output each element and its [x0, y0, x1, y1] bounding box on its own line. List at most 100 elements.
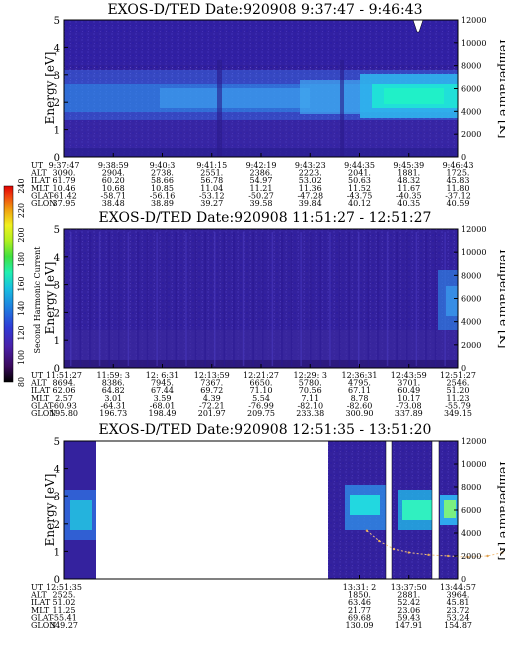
- table-cell: 2546.: [447, 379, 470, 388]
- table-cell: 12:29: 3: [294, 371, 327, 380]
- temperature-point: [446, 554, 450, 558]
- table-cell: 13:44:57: [440, 583, 476, 592]
- panel-2-table: UT 11:51:27 11:59: 3 12: 6:31 12:13:59 12:21:…: [30, 371, 476, 418]
- table-cell: 2386.: [250, 169, 273, 178]
- table-row-label: ILAT: [31, 598, 51, 607]
- panel-3-y2label: Temperature [K]: [497, 460, 505, 561]
- table-cell: 48.32: [397, 176, 420, 185]
- table-cell: 5780.: [299, 379, 322, 388]
- temperature-point: [486, 554, 489, 558]
- table-cell: 7945.: [151, 379, 174, 388]
- y-tick-label: 1: [54, 336, 60, 347]
- y-tick-label: 3: [54, 71, 60, 82]
- table-row-label: GLAT: [31, 613, 54, 622]
- table-cell: -43.75: [347, 191, 373, 200]
- y-tick-label: 0: [54, 364, 60, 375]
- table-cell: 12: 6:31: [146, 371, 179, 380]
- y2-tick-label: 8000: [461, 271, 481, 280]
- panel-1-y2ticks: 0 2000 4000 6000 8000 10000 12000: [454, 16, 486, 162]
- table-cell: 300.90: [346, 409, 374, 418]
- table-cell: 3701.: [397, 379, 420, 388]
- table-cell: 2738.: [151, 169, 174, 178]
- table-cell: 12:21:27: [243, 371, 279, 380]
- table-row-label: ALT: [30, 591, 47, 600]
- y-tick-label: 3: [54, 281, 60, 292]
- y2-tick-label: 12000: [461, 16, 486, 25]
- table-cell: 53.24: [447, 613, 470, 622]
- table-cell: 2525.: [53, 591, 76, 600]
- streak: [233, 232, 235, 366]
- streak: [252, 232, 254, 366]
- streak: [348, 232, 350, 366]
- table-cell: 3090.: [53, 169, 76, 178]
- table-cell: 2881.: [397, 591, 420, 600]
- table-cell: 60.49: [397, 386, 420, 395]
- table-cell: -82.60: [347, 401, 373, 410]
- y2-tick-label: 12000: [461, 437, 486, 446]
- table-cell: -61.42: [51, 191, 77, 200]
- panel-3-y2ticks: 0 2000 4000 6000 8000 10000 12000: [454, 437, 486, 584]
- table-cell: 154.87: [444, 621, 472, 630]
- table-row-label: GLAT: [31, 401, 54, 410]
- table-cell: -40.35: [396, 191, 422, 200]
- colorbar-tick-label: 200: [17, 227, 26, 242]
- table-cell: 8694.: [53, 379, 76, 388]
- y2-tick-label: 2000: [461, 130, 481, 139]
- table-cell: 12:51:35: [46, 583, 82, 592]
- y-tick-label: 5: [54, 16, 60, 27]
- streak: [396, 232, 398, 366]
- table-cell: 1850.: [348, 591, 371, 600]
- colorbar-tick-label: 140: [17, 301, 26, 316]
- table-cell: 4.39: [203, 394, 221, 403]
- table-cell: 52.42: [397, 598, 420, 607]
- table-cell: 11.36: [299, 184, 322, 193]
- table-row-label: ALT: [30, 169, 47, 178]
- streak: [425, 232, 427, 366]
- table-cell: 38.89: [151, 199, 174, 208]
- table-cell: 39.84: [299, 199, 322, 208]
- table-cell: 195.80: [50, 409, 78, 418]
- streak: [290, 232, 293, 366]
- table-cell: 60.20: [102, 176, 125, 185]
- table-row-label: UT: [31, 583, 44, 592]
- streak: [214, 232, 216, 366]
- y2-tick-label: 8000: [461, 62, 481, 71]
- table-row-label: GLON: [31, 621, 56, 630]
- streak: [406, 232, 408, 366]
- table-cell: 233.38: [296, 409, 324, 418]
- table-cell: 23.72: [447, 606, 470, 615]
- table-cell: -37.12: [445, 191, 471, 200]
- panel-2-title: EXOS-D/TED Date:920908 11:51:27 - 12:51:…: [99, 210, 432, 226]
- table-cell: 11:51:27: [46, 371, 82, 380]
- streak: [319, 232, 322, 366]
- panel-2-plot: [63, 228, 459, 369]
- table-cell: 54.97: [250, 176, 273, 185]
- streak: [338, 232, 341, 366]
- table-cell: 45.83: [447, 176, 470, 185]
- table-cell: 11.04: [200, 184, 223, 193]
- table-cell: 201.97: [198, 409, 226, 418]
- table-cell: 9:41:15: [196, 161, 227, 170]
- table-cell: -55.41: [51, 613, 77, 622]
- table-cell: 62.06: [53, 386, 76, 395]
- table-cell: 337.89: [395, 409, 423, 418]
- table-cell: 39.58: [250, 199, 273, 208]
- y2-tick-label: 12000: [461, 225, 486, 234]
- table-cell: 9:43:23: [295, 161, 326, 170]
- streak: [329, 232, 331, 366]
- table-cell: 1725.: [447, 169, 470, 178]
- streak: [223, 232, 226, 366]
- table-cell: 11.21: [250, 184, 273, 193]
- y-tick-label: 4: [54, 43, 60, 54]
- table-cell: 40.59: [447, 199, 470, 208]
- table-cell: -56.16: [150, 191, 176, 200]
- table-row-label: ILAT: [31, 176, 51, 185]
- y2-tick-label: 4000: [461, 318, 481, 327]
- table-cell: 40.35: [397, 199, 420, 208]
- table-cell: -60.93: [51, 401, 77, 410]
- table-cell: 196.73: [99, 409, 127, 418]
- panel-2-streaks: [70, 232, 446, 366]
- panel-3-temperature: [365, 529, 504, 559]
- y2-tick-label: 4000: [461, 529, 481, 538]
